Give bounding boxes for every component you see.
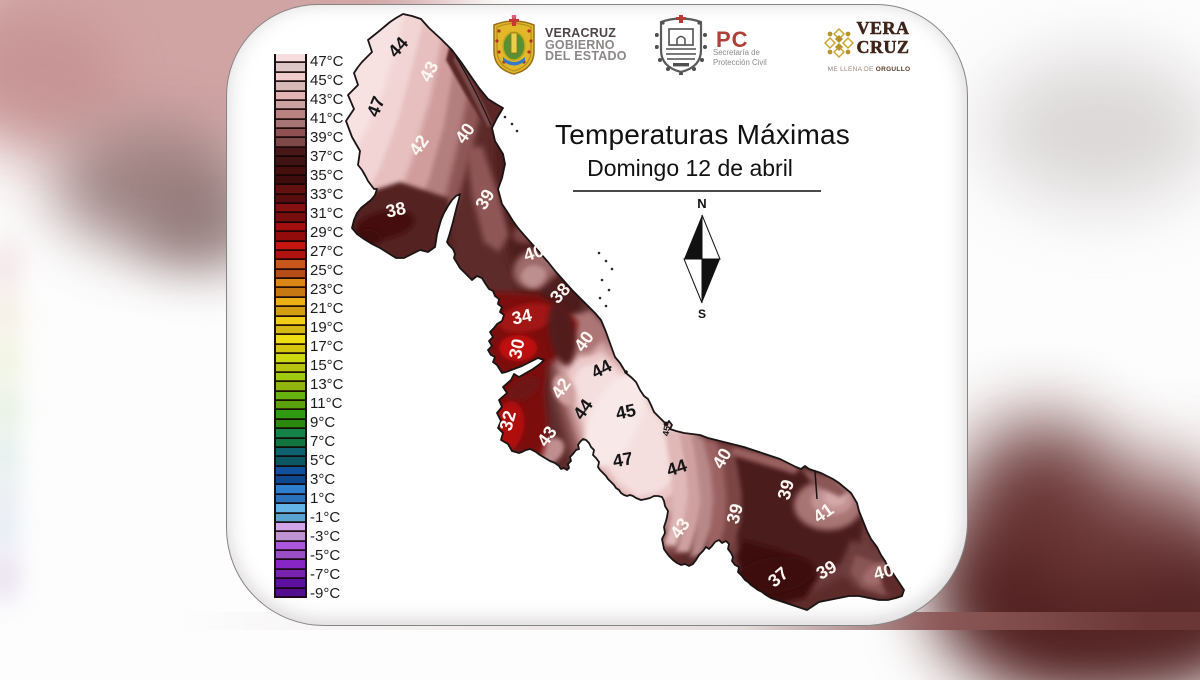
- svg-text:30: 30: [505, 337, 529, 361]
- svg-text:N: N: [697, 196, 706, 211]
- svg-text:47: 47: [611, 448, 634, 471]
- svg-text:45: 45: [661, 425, 673, 437]
- svg-text:38: 38: [384, 198, 408, 222]
- svg-text:34: 34: [510, 305, 534, 329]
- svg-text:S: S: [698, 307, 706, 321]
- svg-text:45: 45: [614, 400, 638, 424]
